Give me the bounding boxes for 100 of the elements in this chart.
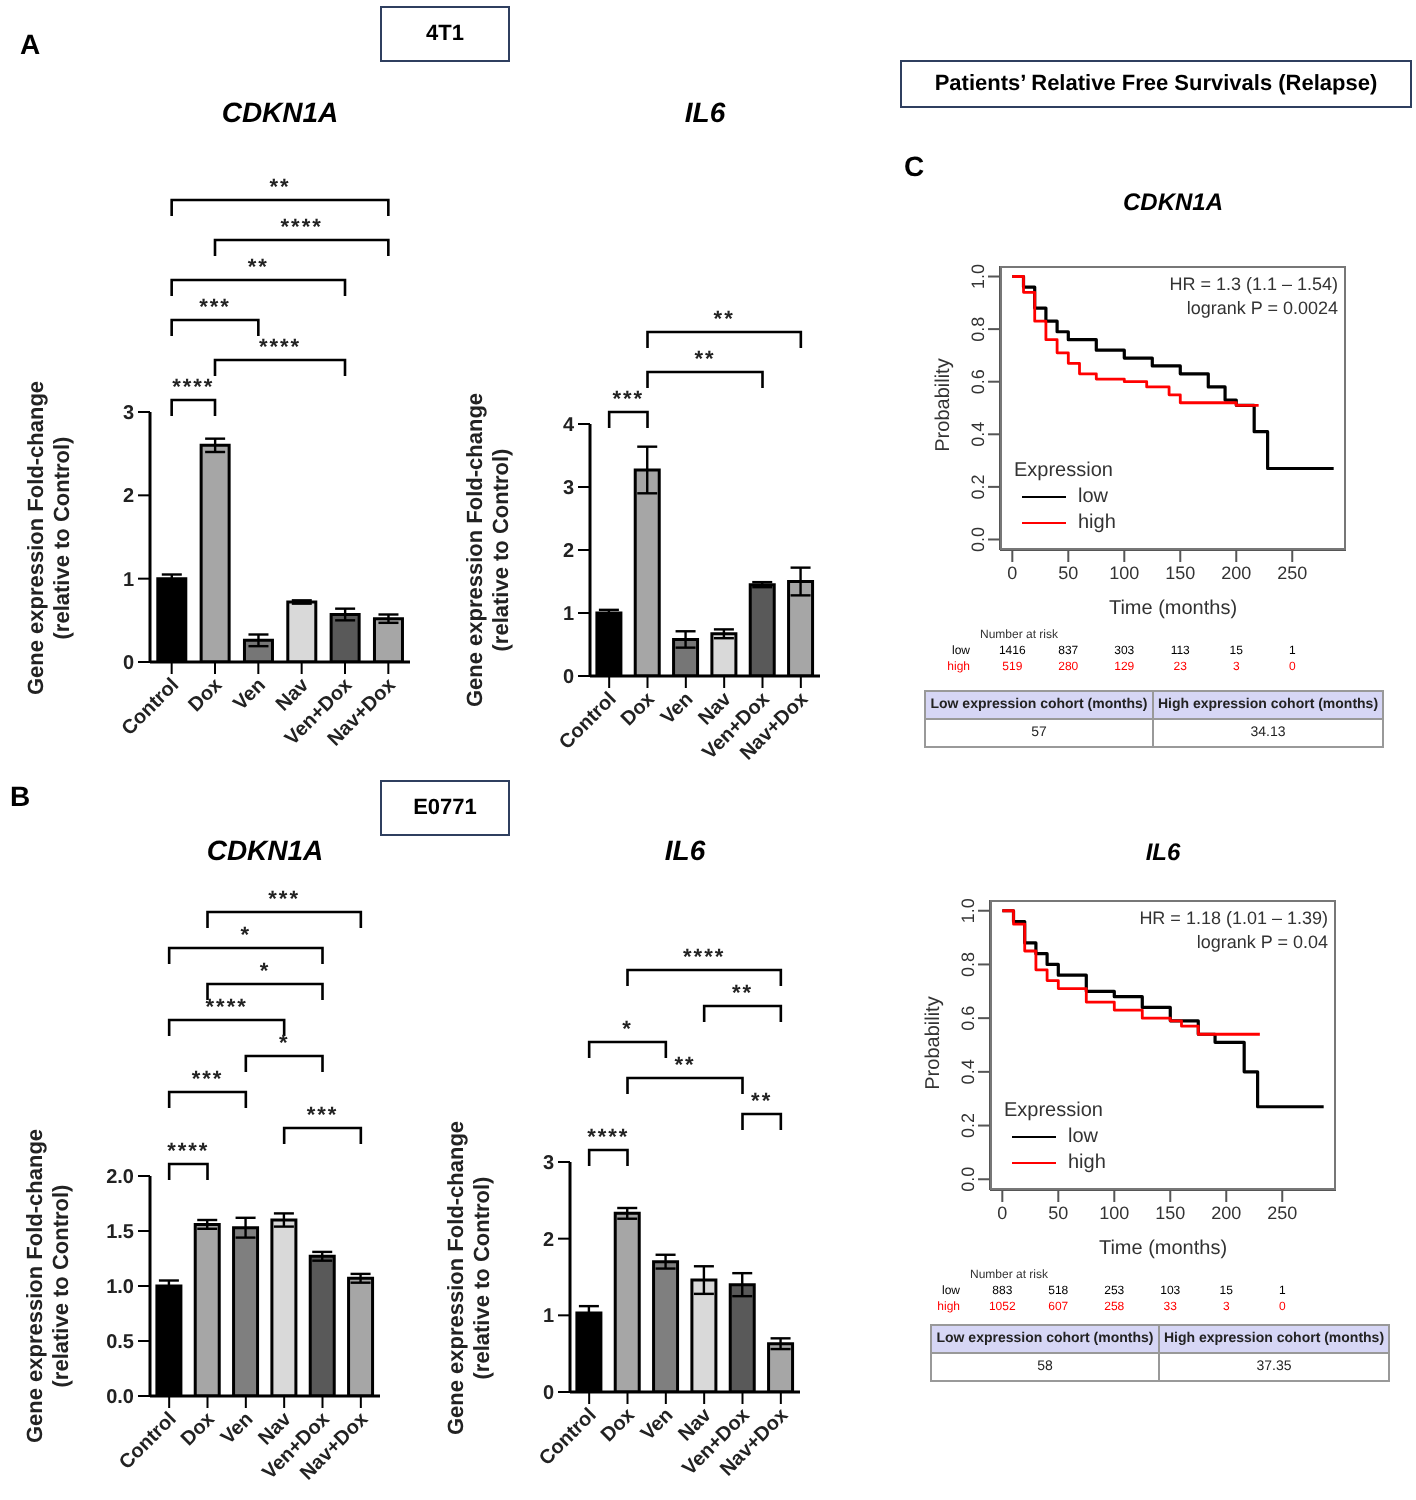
y-axis-title: Gene expression Fold-change (relative to Control) xyxy=(464,390,516,712)
chart-title: IL6 xyxy=(1143,838,1183,866)
chart-title: CDKN1A xyxy=(219,96,341,128)
legend-label: high xyxy=(1066,1150,1106,1176)
x-axis-title: Time (months) xyxy=(1108,598,1238,620)
text: * xyxy=(622,1018,633,1042)
y-tick-label: 0.4 xyxy=(968,421,988,447)
x-tick-label: 250 xyxy=(1277,562,1308,583)
x-tick-label: 0 xyxy=(1007,562,1018,583)
annotation: HR = 1.18 (1.01 – 1.39) xyxy=(1139,906,1328,930)
legend-label: low xyxy=(1066,1124,1101,1150)
x-tick-label: 200 xyxy=(1221,562,1252,583)
x-tick-label: 100 xyxy=(1099,1202,1130,1223)
y-tick-label: 0.6 xyxy=(968,369,988,395)
y-tick-label: 3 xyxy=(122,403,135,426)
text: 4T1 xyxy=(380,6,510,62)
y-tick-label: 0.0 xyxy=(958,1166,978,1192)
x-tick-label: 100 xyxy=(1109,562,1140,583)
legend-title: Expression xyxy=(1014,458,1115,484)
chart-title: CDKN1A xyxy=(204,834,326,866)
x-tick-label: Ven xyxy=(217,1408,259,1450)
y-axis-title: Gene expression Fold-change (relative to Control) xyxy=(444,1117,496,1439)
text: *** xyxy=(612,388,645,412)
y-tick-label: 2 xyxy=(562,541,575,564)
y-axis-title: Probability xyxy=(933,356,955,456)
y-tick-label: 3 xyxy=(562,478,575,501)
y-tick-label: 1.0 xyxy=(958,898,978,924)
annotation: logrank P = 0.0024 xyxy=(1184,296,1338,320)
y-axis-title: Gene expression Fold-change (relative to Control) xyxy=(24,377,76,699)
x-tick-label: 0 xyxy=(997,1202,1008,1223)
y-axis-title: Probability xyxy=(923,993,945,1093)
x-tick-label: 200 xyxy=(1211,1202,1242,1223)
text: ** xyxy=(694,348,716,372)
x-tick-label: Ven xyxy=(637,1404,679,1446)
y-axis-title: Gene expression Fold-change (relative to Control) xyxy=(24,1126,76,1448)
y-tick-label: 0 xyxy=(122,653,135,676)
text: **** xyxy=(587,1126,630,1150)
x-tick-label: 150 xyxy=(1155,1202,1186,1223)
chart-title: IL6 xyxy=(662,834,708,866)
y-tick-label: 0.4 xyxy=(958,1059,978,1085)
annotation: HR = 1.3 (1.1 – 1.54) xyxy=(1169,272,1338,296)
legend-label: low xyxy=(1076,484,1111,510)
x-tick-label: Dox xyxy=(177,1408,221,1451)
y-tick-label: 0.0 xyxy=(968,526,988,552)
x-tick-label: Dox xyxy=(184,674,228,717)
y-tick-label: 0.5 xyxy=(106,1332,135,1355)
y-tick-label: 0.6 xyxy=(958,1005,978,1031)
text: ** xyxy=(269,176,291,200)
x-tick-label: Dox xyxy=(617,688,661,731)
text: * xyxy=(240,924,252,948)
text: A xyxy=(20,28,41,60)
text: *** xyxy=(191,1068,224,1092)
y-tick-label: 2 xyxy=(122,486,135,509)
y-tick-label: 4 xyxy=(562,415,575,438)
text: *** xyxy=(268,888,301,912)
y-tick-label: 1.0 xyxy=(968,264,988,290)
legend-label: high xyxy=(1076,510,1116,536)
y-tick-label: 1.5 xyxy=(106,1222,135,1245)
y-tick-label: 0.8 xyxy=(968,316,988,342)
text: *** xyxy=(199,296,231,320)
y-tick-label: 1 xyxy=(542,1306,555,1329)
chart-title: CDKN1A xyxy=(1120,188,1225,216)
y-tick-label: 3 xyxy=(542,1153,555,1176)
legend-title: Expression xyxy=(1004,1098,1105,1124)
text: C xyxy=(904,150,925,182)
x-tick-label: 150 xyxy=(1165,562,1196,583)
text: **** xyxy=(172,376,215,400)
x-tick-label: 250 xyxy=(1267,1202,1298,1223)
y-tick-label: 1.0 xyxy=(106,1277,135,1300)
text: * xyxy=(259,960,271,984)
x-tick-label: 50 xyxy=(1058,562,1079,583)
text: *** xyxy=(306,1104,339,1128)
x-axis-title: Time (months) xyxy=(1098,1238,1228,1260)
text: ** xyxy=(751,1090,773,1114)
text: B xyxy=(10,780,31,812)
text: **** xyxy=(205,996,248,1020)
y-tick-label: 2 xyxy=(542,1229,555,1252)
x-tick-label: Dox xyxy=(597,1404,641,1447)
text: **** xyxy=(683,946,726,970)
text: **** xyxy=(167,1140,210,1164)
annotation: logrank P = 0.04 xyxy=(1194,930,1328,954)
text: **** xyxy=(280,216,323,240)
y-tick-label: 0.2 xyxy=(968,474,988,500)
chart-title: IL6 xyxy=(682,96,728,128)
y-tick-label: 1 xyxy=(122,569,135,592)
text: Patients’ Relative Free Survivals (Relapse) xyxy=(900,60,1412,108)
text: ** xyxy=(247,256,269,280)
text: * xyxy=(278,1032,290,1056)
x-tick-label: Ven xyxy=(229,674,271,716)
y-tick-label: 1 xyxy=(562,604,575,627)
text: ** xyxy=(731,982,754,1006)
x-tick-label: Ven xyxy=(657,688,699,730)
text: **** xyxy=(258,336,302,360)
y-tick-label: 0.0 xyxy=(106,1387,135,1410)
y-tick-label: 0 xyxy=(542,1383,555,1406)
text: E0771 xyxy=(380,780,510,836)
y-tick-label: 2.0 xyxy=(106,1167,135,1190)
y-tick-label: 0.8 xyxy=(958,951,978,977)
text: ** xyxy=(674,1054,696,1078)
y-tick-label: 0.2 xyxy=(958,1113,978,1139)
